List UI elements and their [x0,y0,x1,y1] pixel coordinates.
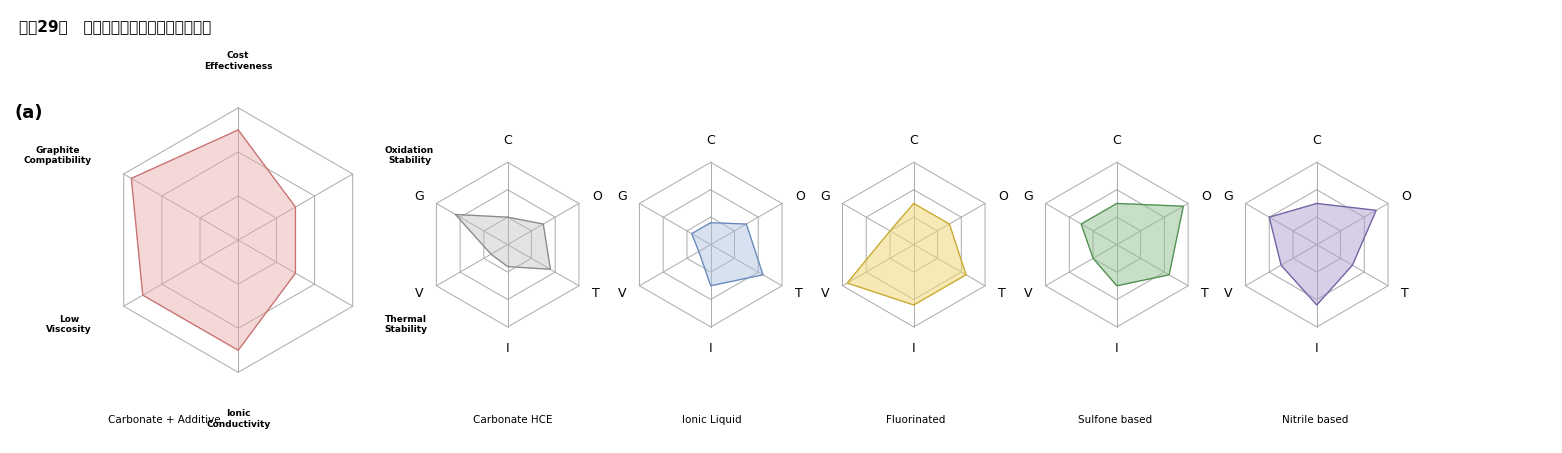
Text: T: T [1401,287,1409,300]
Text: 图表29：   不同电解液溶剂体系的性能特征: 图表29： 不同电解液溶剂体系的性能特征 [19,19,211,34]
Text: G: G [617,189,626,202]
Text: V: V [1025,287,1032,300]
Text: O: O [1401,189,1410,202]
Text: I: I [506,342,509,355]
Polygon shape [847,203,965,305]
Text: C: C [706,135,715,148]
Text: T: T [795,287,803,300]
Text: Low
Viscosity: Low Viscosity [45,315,92,334]
Text: Carbonate + Additive: Carbonate + Additive [108,415,220,425]
Text: I: I [912,342,915,355]
Text: T: T [1201,287,1209,300]
Text: Cost
Effectiveness: Cost Effectiveness [205,52,272,71]
Text: T: T [592,287,600,300]
Text: I: I [709,342,712,355]
Polygon shape [1081,203,1184,286]
Text: G: G [414,189,423,202]
Polygon shape [456,214,550,270]
Text: Carbonate HCE: Carbonate HCE [473,415,551,425]
Text: O: O [592,189,601,202]
Text: G: G [820,189,829,202]
Text: G: G [1023,189,1032,202]
Text: T: T [998,287,1006,300]
Text: I: I [1315,342,1318,355]
Text: C: C [909,135,918,148]
Text: C: C [1112,135,1122,148]
Text: V: V [619,287,626,300]
Text: Fluorinated: Fluorinated [886,415,945,425]
Polygon shape [1270,203,1376,305]
Text: V: V [822,287,829,300]
Text: I: I [1115,342,1118,355]
Text: Oxidation
Stability: Oxidation Stability [384,146,434,165]
Text: Thermal
Stability: Thermal Stability [384,315,428,334]
Text: Ionic Liquid: Ionic Liquid [683,415,742,425]
Text: O: O [998,189,1007,202]
Text: Nitrile based: Nitrile based [1282,415,1348,425]
Text: V: V [415,287,423,300]
Text: Ionic
Conductivity: Ionic Conductivity [206,410,270,429]
Text: Sulfone based: Sulfone based [1078,415,1153,425]
Text: (a): (a) [14,104,42,122]
Text: O: O [1201,189,1211,202]
Text: G: G [1223,189,1232,202]
Text: C: C [1312,135,1321,148]
Polygon shape [692,223,762,286]
Text: O: O [795,189,804,202]
Polygon shape [131,130,295,350]
Text: C: C [503,135,512,148]
Text: Graphite
Compatibility: Graphite Compatibility [23,146,92,165]
Text: V: V [1225,287,1232,300]
